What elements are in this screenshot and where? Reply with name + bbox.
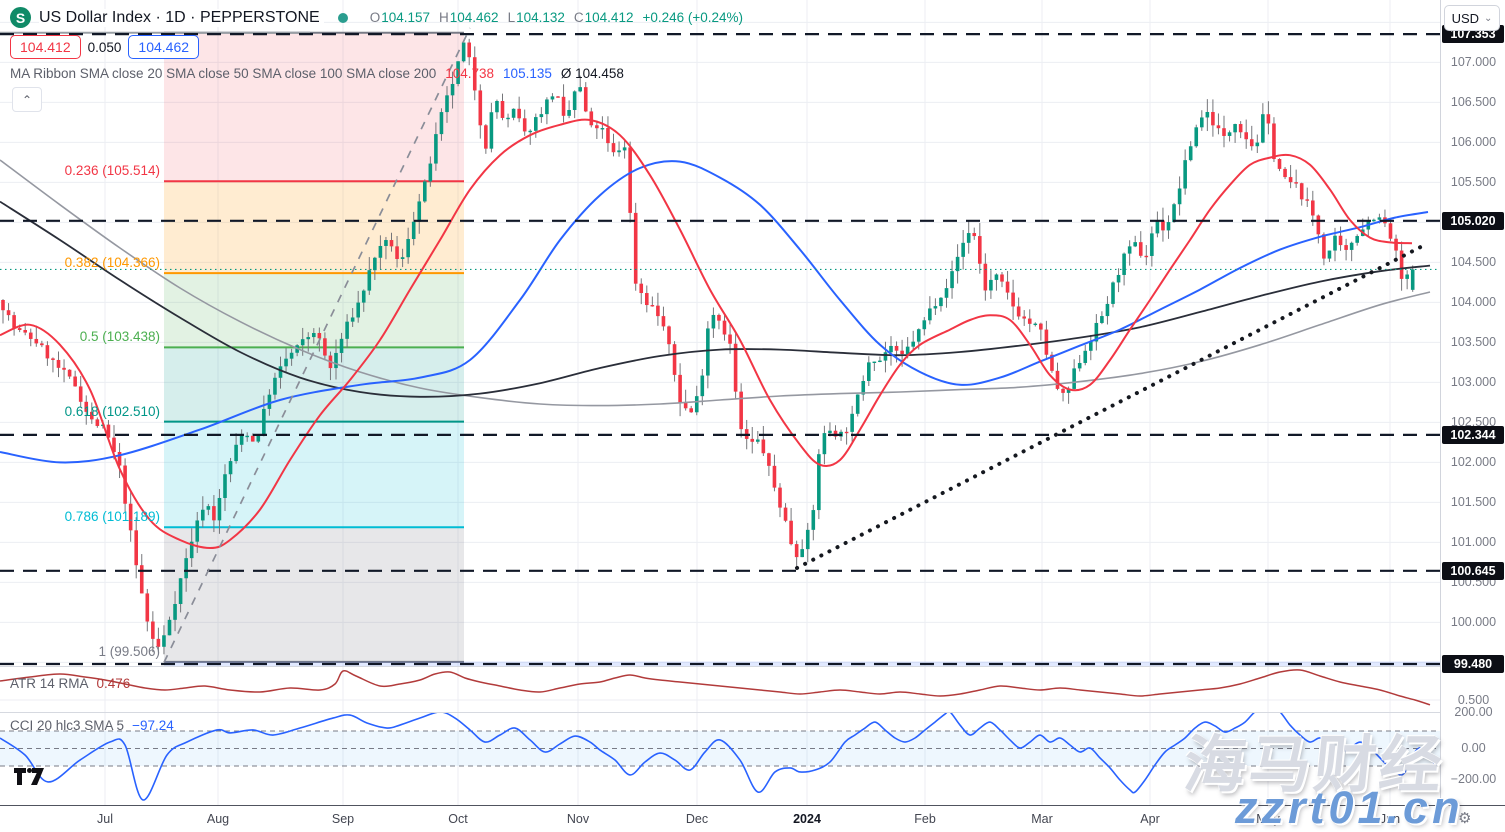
gridlines [0,0,1440,805]
price-tick-label: 104.500 [1450,255,1497,270]
time-axis[interactable]: Jul Aug Sep Oct Nov Dec 2024 Feb Mar Apr May Jun [0,805,1505,832]
ma-ribbon-lines [0,118,1431,550]
time-tick-label: Dec [685,812,709,826]
atr-title: ATR 14 RMA [10,676,89,691]
symbol-legend: S US Dollar Index · 1D · PEPPERSTONE O10… [10,7,743,28]
time-tick-label: Nov [566,812,590,826]
gear-icon[interactable]: ⚙ [1458,810,1472,827]
price-tick-label: 102.000 [1450,455,1497,470]
price-range-boxes: 104.412 0.050 104.462 [10,35,200,59]
ma-ribbon-legend: MA Ribbon SMA close 20 SMA close 50 SMA … [10,66,624,81]
time-tick-label: Feb [914,812,936,826]
price-tick-label: 106.000 [1450,135,1497,150]
broker-logo: S [10,7,31,28]
sma20-value: 104.738 [445,66,495,81]
price-box-diff: 0.050 [87,39,122,55]
time-tick-label: Sep [331,812,355,826]
price-tick-label: 107.000 [1450,55,1497,70]
currency-selector[interactable]: USD ⌄ [1444,5,1500,31]
time-tick-label: Aug [206,812,230,826]
cci-title: CCI 20 hlc3 SMA 5 [10,718,125,733]
fib-level-label: 0.786 (101.189) [64,509,160,525]
horizontal-lines [0,33,1440,666]
price-tick-label: 103.500 [1450,335,1497,350]
price-tick-label: 106.500 [1450,95,1497,110]
cci-legend: CCI 20 hlc3 SMA 5 −97.24 [10,718,174,733]
atr-value: 0.476 [96,676,131,691]
time-tick-label: Oct [448,812,468,826]
atr-pane [0,669,1431,706]
price-badge: 105.020 [1442,211,1504,230]
ohlc-values: O104.157 H104.462 L104.132 C104.412 +0.2… [369,10,744,25]
open-value: 104.157 [381,10,431,25]
high-value: 104.462 [449,10,499,25]
time-tick-label: Jul [97,812,113,826]
chart-canvas[interactable] [0,0,1440,805]
price-tick-label: 105.500 [1450,175,1497,190]
indicator-tick-label: 200.00 [1454,705,1493,719]
price-tick-label: 101.500 [1450,495,1497,510]
close-value: 104.412 [584,10,634,25]
cci-pane [0,713,1440,801]
chevron-down-icon: ⌄ [1484,12,1493,24]
price-badge: 100.645 [1442,561,1504,580]
indicator-tick-label: 0.500 [1457,693,1490,707]
time-tick-label: Apr [1140,812,1160,826]
market-status-icon [337,12,348,23]
price-box-close[interactable]: 104.412 [10,35,81,59]
candles-layer [1,38,1415,655]
currency-label: USD [1451,10,1480,26]
time-tick-label: 2024 [793,812,821,826]
price-box-high[interactable]: 104.462 [128,35,200,59]
indicator-tick-label: 0.00 [1461,741,1486,755]
price-tick-label: 101.000 [1450,535,1497,550]
time-tick-label: May [1256,812,1280,826]
collapse-legend-button[interactable]: ⌃ [12,87,42,112]
ma-ribbon-title: MA Ribbon SMA close 20 SMA close 50 SMA … [10,66,437,81]
trendlines [163,27,1430,663]
chevron-up-icon: ⌃ [21,92,33,107]
change-value: +0.246 (+0.24%) [642,10,744,25]
price-tick-label: 103.000 [1450,375,1497,390]
cci-value: −97.24 [132,718,174,733]
sma50-value: 105.135 [503,66,552,81]
low-value: 104.132 [516,10,565,25]
fib-level-label: 0.5 (103.438) [79,329,160,345]
price-tick-label: 104.000 [1450,295,1497,310]
price-badge: 99.480 [1442,655,1504,673]
time-tick-label: Mar [1031,812,1053,826]
price-axis[interactable]: 107.000 106.500 106.000 105.500 104.500 104.0… [1440,0,1505,805]
tradingview-logo[interactable] [14,768,44,790]
fib-level-label: 1 (99.506) [98,643,160,659]
fib-level-label: 0.236 (105.514) [64,163,160,179]
fib-level-label: 0.618 (102.510) [64,403,160,419]
price-tick-label: 100.000 [1450,615,1497,630]
indicator-tick-label: −200.00 [1450,772,1497,786]
atr-legend: ATR 14 RMA 0.476 [10,676,130,691]
symbol-title[interactable]: US Dollar Index · 1D · PEPPERSTONE [39,8,324,27]
time-tick-label: Jun [1379,812,1401,826]
price-badge: 102.344 [1442,425,1504,444]
sma-average-value: Ø 104.458 [560,66,624,81]
fib-level-label: 0.382 (104.366) [64,255,160,271]
